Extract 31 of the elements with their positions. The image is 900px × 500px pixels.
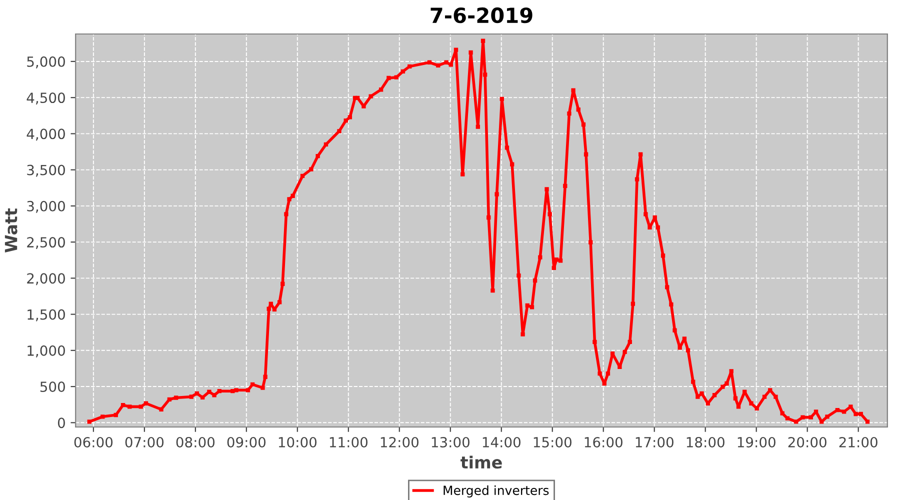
chart-title: 7-6-2019 — [430, 7, 532, 24]
y-tick-label: 4,500 — [26, 92, 65, 104]
x-tick-label: 06:00 — [74, 436, 113, 448]
y-tick-label: 3,000 — [27, 200, 65, 213]
x-tick-label: 14:00 — [482, 436, 520, 448]
y-tick-label: 2,500 — [27, 237, 65, 249]
x-tick-label: 21:00 — [839, 436, 878, 448]
x-tick-label: 17:00 — [636, 436, 674, 448]
x-tick-label: 19:00 — [738, 436, 776, 448]
y-tick-label: 2,000 — [27, 273, 65, 286]
x-tick-label: 11:00 — [330, 436, 368, 448]
y-tick-label: 500 — [40, 382, 65, 392]
y-tick-label: 4,000 — [26, 128, 65, 141]
y-tick-label: 0 — [58, 418, 65, 428]
y-tick-label: 1,500 — [28, 309, 65, 322]
y-tick-label: 1,000 — [28, 345, 65, 358]
y-tick-label: 5,000 — [27, 56, 65, 68]
x-tick-label: 12:00 — [380, 436, 418, 448]
x-tick-label: 16:00 — [584, 436, 622, 448]
y-tick-label: 3,500 — [27, 164, 65, 177]
x-axis-title: time — [460, 456, 502, 469]
x-tick-label: 15:00 — [534, 436, 572, 448]
x-tick-label: 20:00 — [788, 436, 826, 448]
y-axis-title: Watt — [4, 208, 18, 252]
x-tick-label: 18:00 — [686, 436, 724, 448]
legend-label: Merged inverters — [444, 485, 549, 498]
x-tick-label: 08:00 — [176, 436, 215, 448]
x-tick-label: 09:00 — [227, 436, 266, 448]
x-tick-label: 07:00 — [125, 436, 164, 448]
x-tick-label: 10:00 — [278, 436, 317, 448]
x-tick-label: 13:00 — [432, 436, 470, 448]
